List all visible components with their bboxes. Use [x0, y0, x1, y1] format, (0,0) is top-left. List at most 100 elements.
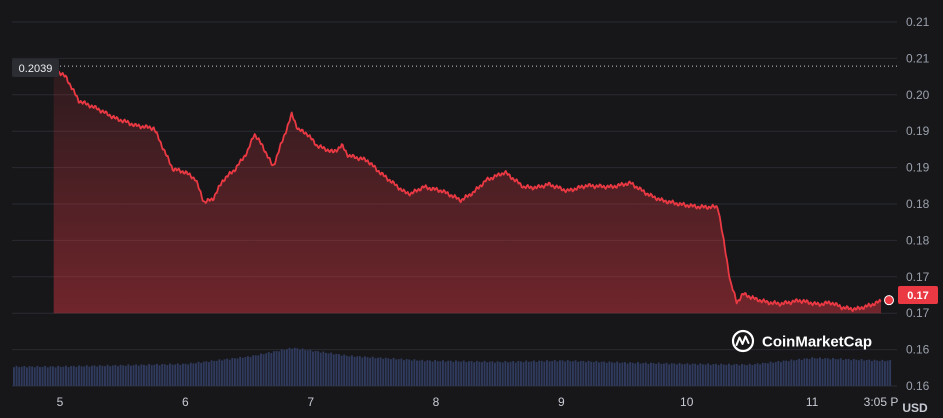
volume-bar [847, 358, 850, 386]
volume-bar [473, 362, 476, 386]
volume-bar [215, 360, 218, 386]
volume-bar [202, 361, 205, 386]
volume-bar [145, 365, 148, 386]
volume-bar [616, 361, 619, 386]
volume-bar [553, 360, 556, 386]
volume-bar [839, 358, 842, 386]
volume-bar [382, 358, 385, 386]
y-tick-label: 0.16 [906, 343, 930, 357]
volume-bar [863, 360, 866, 386]
volume-bar [366, 357, 369, 386]
volume-bar [18, 367, 21, 386]
x-tick-label: 6 [182, 395, 189, 409]
volume-bar [13, 367, 15, 386]
volume-bar [618, 363, 621, 386]
y-tick-label: 0.21 [906, 51, 930, 65]
volume-bar [712, 364, 715, 386]
volume-bar [364, 356, 366, 386]
volume-bar [218, 359, 221, 386]
volume-bar [785, 360, 788, 386]
y-tick-label: 0.18 [906, 233, 930, 247]
volume-bar [252, 355, 255, 386]
volume-bar [468, 361, 470, 386]
volume-bar [845, 359, 847, 386]
x-tick-label: 10 [680, 395, 694, 409]
volume-bar [400, 358, 403, 386]
volume-bar [670, 363, 673, 386]
volume-bar [231, 357, 234, 386]
volume-bar [657, 362, 660, 386]
volume-bar [221, 360, 223, 386]
volume-bar [730, 365, 733, 386]
volume-bar [655, 363, 658, 386]
volume-bar [501, 362, 504, 386]
volume-bar [377, 357, 379, 386]
volume-bar [790, 359, 793, 386]
volume-bar [114, 364, 117, 386]
volume-bar [228, 359, 231, 386]
x-tick-label: 9 [558, 395, 565, 409]
volume-bar [205, 361, 208, 386]
volume-bar [743, 364, 746, 386]
volume-bar [522, 362, 525, 386]
volume-bar [296, 348, 299, 386]
volume-bar [717, 365, 720, 386]
volume-bar [249, 357, 252, 386]
volume-bar [631, 362, 634, 386]
volume-bar [738, 365, 741, 386]
volume-bar [163, 364, 166, 386]
coinmarketcap-watermark: CoinMarketCap [731, 329, 872, 353]
volume-bar [392, 357, 395, 386]
volume-bar [826, 358, 829, 386]
volume-bar [600, 361, 603, 386]
volume-bar [855, 359, 858, 386]
volume-bar [759, 364, 762, 386]
volume-bar [852, 358, 855, 386]
volume-bar [837, 359, 840, 386]
volume-bar [709, 364, 712, 386]
volume-bar [150, 365, 153, 386]
volume-bar [182, 363, 184, 386]
x-axis: 5 6 7 8 9 10 11 3:05 P [57, 395, 899, 409]
volume-bar [369, 357, 372, 386]
volume-bar [858, 360, 860, 386]
y-tick-label: 0.19 [906, 161, 930, 175]
volume-bar [309, 349, 312, 386]
volume-bar [699, 363, 702, 386]
volume-bar [434, 360, 437, 386]
volume-bar [642, 363, 645, 386]
volume-bar [275, 351, 278, 386]
volume-bar [720, 363, 723, 386]
volume-bar [761, 362, 764, 386]
currency-unit-label: USD [902, 401, 928, 415]
volume-bar [184, 363, 187, 386]
volume-bar [111, 365, 114, 386]
volume-bar [639, 363, 642, 386]
volume-bar [634, 363, 637, 386]
x-tick-label: 7 [307, 395, 314, 409]
volume-bar [850, 360, 853, 386]
volume-bar [538, 360, 541, 386]
volume-bar [26, 367, 28, 386]
volume-bar [566, 360, 569, 386]
volume-bar [585, 362, 587, 386]
volume-bar [486, 362, 489, 386]
volume-bar [166, 365, 169, 386]
volume-bar [161, 364, 164, 386]
y-tick-label: 0.17 [906, 306, 930, 320]
volume-bar [189, 362, 192, 386]
volume-bar [330, 352, 333, 386]
volume-bar [52, 366, 54, 386]
volume-bar [546, 360, 548, 386]
volume-bar [509, 361, 512, 386]
volume-bar [668, 364, 671, 386]
volume-bar [795, 359, 798, 386]
volume-bar [574, 360, 577, 386]
volume-bar [608, 361, 611, 386]
volume-bar [132, 365, 135, 386]
volume-bar [148, 363, 151, 386]
volume-bar [397, 359, 400, 386]
volume-bar [821, 359, 824, 386]
volume-bar [603, 361, 606, 386]
volume-bar [483, 360, 486, 386]
